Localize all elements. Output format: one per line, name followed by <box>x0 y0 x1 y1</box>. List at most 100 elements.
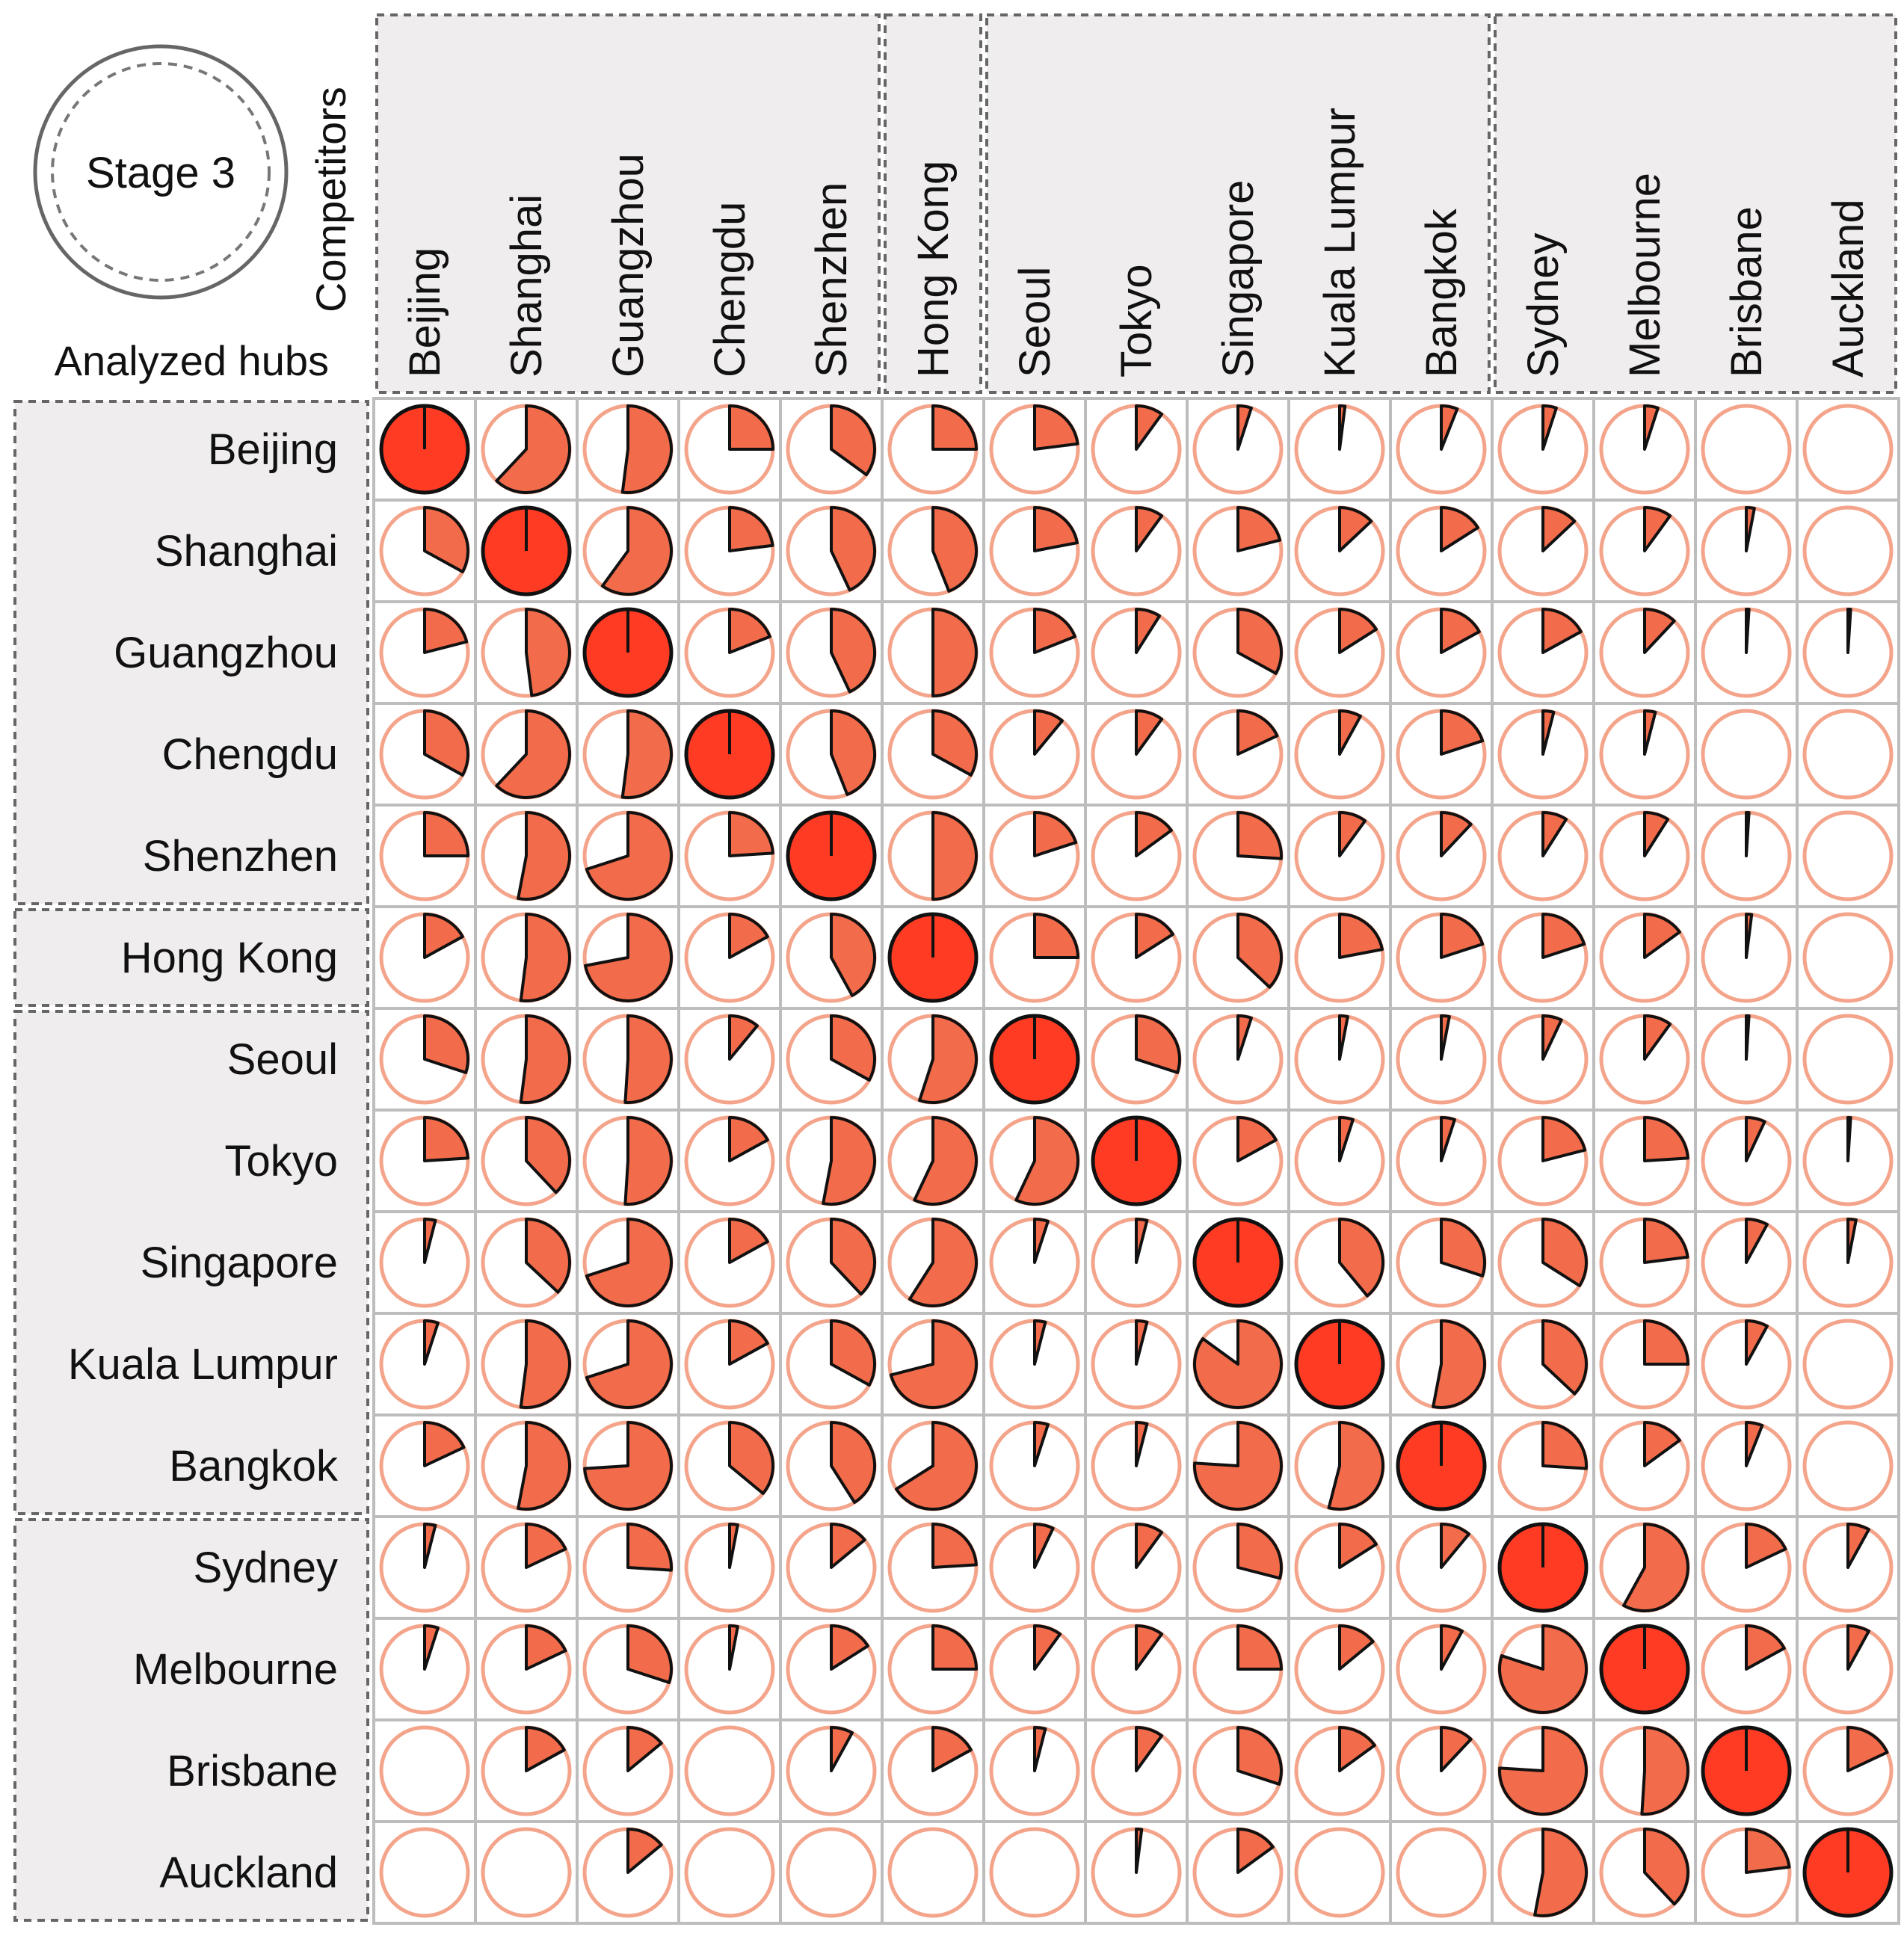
pie-slice <box>1338 913 1384 959</box>
pie-shenzhen-hong-kong <box>887 810 979 901</box>
pie-slice <box>830 1624 869 1671</box>
pie-slice <box>1236 608 1283 675</box>
pie-slice <box>1033 1319 1047 1366</box>
pie-shanghai-seoul <box>989 505 1080 596</box>
pie-slice <box>626 1523 673 1572</box>
pie-shanghai-shanghai <box>481 505 572 596</box>
row-group-box <box>13 1518 369 1922</box>
pie-hong-kong-beijing <box>379 912 470 1003</box>
pie-slice <box>1440 1218 1486 1277</box>
pie-slice <box>1440 608 1481 654</box>
pie-slice <box>1440 506 1479 552</box>
pie-sydney-guangzhou <box>582 1522 674 1613</box>
pie-shenzhen-shenzhen <box>786 810 877 901</box>
pie-slice <box>918 1014 978 1104</box>
pie-slice <box>525 1218 571 1294</box>
pie-auckland-melbourne <box>1599 1827 1690 1918</box>
pie-ring <box>1294 1827 1385 1918</box>
pie-melbourne-hong-kong <box>887 1624 979 1715</box>
pie-melbourne-shenzhen <box>786 1624 877 1715</box>
pie-brisbane-seoul <box>989 1725 1080 1816</box>
pie-slice <box>423 1624 440 1671</box>
pie-seoul-tokyo <box>1091 1014 1182 1105</box>
pie-tokyo-singapore <box>1192 1115 1284 1206</box>
pie-auckland-sydney <box>1497 1827 1589 1918</box>
pie-sydney-shenzhen <box>786 1522 877 1613</box>
pie-glyphs <box>379 404 1894 1918</box>
pie-ring <box>1802 1014 1894 1105</box>
pie-slice <box>1541 608 1583 654</box>
pie-slice <box>1338 608 1378 654</box>
pie-slice <box>1135 1726 1164 1772</box>
pie-slice <box>517 1421 571 1511</box>
pie-beijing-hong-kong <box>887 404 979 495</box>
pie-slice <box>583 1421 673 1511</box>
pie-bangkok-guangzhou <box>582 1420 674 1511</box>
pie-shanghai-kuala-lumpur <box>1294 505 1385 596</box>
pie-slice <box>931 608 978 697</box>
col-axis-label: Competitors <box>307 87 354 312</box>
pie-bangkok-shanghai <box>481 1420 572 1511</box>
row-group-box <box>13 400 369 905</box>
pie-slice <box>830 1319 876 1387</box>
pie-ring <box>1802 810 1894 901</box>
pie-slice <box>623 1116 673 1206</box>
pie-slice <box>1135 404 1164 451</box>
pie-slice <box>1338 1014 1349 1061</box>
pie-slice <box>423 709 469 777</box>
pie-ring <box>1802 1319 1894 1410</box>
pie-slice <box>1643 1218 1689 1264</box>
pie-melbourne-beijing <box>379 1624 470 1715</box>
pie-slice <box>1135 1421 1149 1467</box>
pie-shenzhen-kuala-lumpur <box>1294 810 1385 901</box>
pie-bangkok-auckland <box>1802 1420 1894 1511</box>
pie-sydney-seoul <box>989 1522 1080 1613</box>
pie-shenzhen-auckland <box>1802 810 1894 901</box>
pie-slice <box>1745 1014 1751 1061</box>
pie-sydney-beijing <box>379 1522 470 1613</box>
pie-slice <box>830 404 876 477</box>
pie-auckland-kuala-lumpur <box>1294 1827 1385 1918</box>
pie-tokyo-guangzhou <box>582 1115 674 1206</box>
pie-slice <box>423 1116 469 1162</box>
pie-slice <box>1236 1116 1278 1162</box>
pie-kuala-lumpur-seoul <box>989 1319 1080 1410</box>
pie-slice <box>1033 1218 1050 1264</box>
pie-slice <box>931 1726 973 1772</box>
column-label-bangkok: Bangkok <box>1417 208 1466 377</box>
pie-slice <box>423 1218 437 1264</box>
pie-beijing-shanghai <box>481 404 572 495</box>
pie-melbourne-singapore <box>1192 1624 1284 1715</box>
pie-slice <box>423 1014 469 1074</box>
pie-singapore-auckland <box>1802 1217 1894 1308</box>
pie-slice <box>1193 1421 1283 1511</box>
pie-brisbane-sydney <box>1497 1725 1589 1816</box>
pie-bangkok-brisbane <box>1701 1420 1792 1511</box>
stage-badge: Stage 3 <box>33 44 289 300</box>
pie-auckland-tokyo <box>1091 1827 1182 1918</box>
pie-slice <box>728 1421 774 1495</box>
pie-auckland-beijing <box>379 1827 470 1918</box>
stage-badge-inner-ring <box>51 62 271 282</box>
pie-singapore-brisbane <box>1701 1217 1792 1308</box>
pie-singapore-melbourne <box>1599 1217 1690 1308</box>
row-label-sydney: Sydney <box>194 1544 338 1592</box>
pie-slice <box>1745 1319 1769 1366</box>
pie-kuala-lumpur-guangzhou <box>582 1319 674 1410</box>
row-label-beijing: Beijing <box>208 425 338 474</box>
pie-slice <box>1440 404 1459 451</box>
pie-slice <box>1745 506 1756 552</box>
pie-melbourne-guangzhou <box>582 1624 674 1715</box>
pie-shanghai-tokyo <box>1091 505 1182 596</box>
pie-slice <box>1236 709 1279 756</box>
pie-beijing-tokyo <box>1091 404 1182 495</box>
pie-ring <box>1396 1827 1487 1918</box>
pie-beijing-kuala-lumpur <box>1294 404 1385 495</box>
column-label-chengdu: Chengdu <box>706 202 754 377</box>
pie-slice <box>423 608 469 654</box>
pie-slice <box>1135 608 1162 654</box>
pie-seoul-auckland <box>1802 1014 1894 1105</box>
pie-kuala-lumpur-brisbane <box>1701 1319 1792 1410</box>
pie-brisbane-tokyo <box>1091 1725 1182 1816</box>
pie-slice <box>1033 811 1078 857</box>
